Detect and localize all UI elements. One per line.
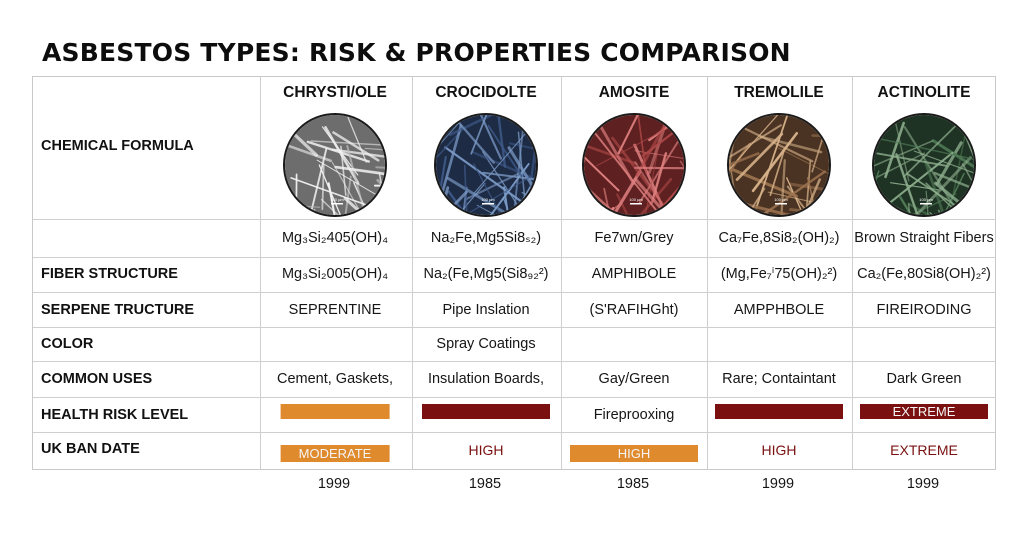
risk-level-bar xyxy=(422,404,550,419)
grid-line xyxy=(33,292,995,293)
micrograph-image: 100 µm xyxy=(285,115,385,215)
comparison-table: CHEMICAL FORMULA FIBER STRUCTURE SERPENE… xyxy=(32,76,996,470)
table-cell: Ca₇Fe,8Si8₂(OH)₂) xyxy=(718,230,840,246)
green-fiber-micrograph: 100 µm xyxy=(872,113,976,217)
risk-level-bar xyxy=(280,404,390,419)
table-cell: Fe7wn/Grey xyxy=(594,230,674,246)
grid-line xyxy=(561,77,562,469)
table-cell: Pipe Inslation xyxy=(442,302,530,318)
risk-level-bar: MODERATE xyxy=(280,445,390,462)
table-cell: Na₂Fe,Mg5Si8ₛ₂) xyxy=(430,230,542,246)
grid-line xyxy=(707,77,708,469)
table-cell: Dark Green xyxy=(886,371,962,387)
column-header: AMOSITE xyxy=(598,84,670,101)
table-cell: AMPPHBOLE xyxy=(733,302,825,318)
column-header: CROCIDOLTE xyxy=(435,84,537,101)
risk-level-text: HIGH xyxy=(468,442,504,458)
row-label-common-uses: COMMON USES xyxy=(41,371,153,387)
grid-line xyxy=(852,77,853,469)
ban-year: 1999 xyxy=(317,476,351,492)
micrograph-image: 100 µm xyxy=(436,115,536,215)
row-label-ban-date: UK BAN DATE xyxy=(41,441,140,457)
ban-year: 1999 xyxy=(906,476,940,492)
table-cell: Spray Coatings xyxy=(436,336,536,352)
table-cell: Fireprooxing xyxy=(593,407,675,423)
row-label-color: COLOR xyxy=(41,336,94,352)
column-header: TREMOLILE xyxy=(734,84,824,101)
grid-line xyxy=(33,257,995,258)
micrograph-image: 100 µm xyxy=(584,115,684,215)
table-cell: Mg₃Si₂005(OH)₄ xyxy=(281,266,389,282)
tan-fiber-micrograph: 100 µm xyxy=(727,113,831,217)
red-fiber-micrograph: 100 µm xyxy=(582,113,686,217)
grid-line xyxy=(33,361,995,362)
micrograph-image: 100 µm xyxy=(729,115,829,215)
blue-fiber-micrograph: 100 µm xyxy=(434,113,538,217)
risk-bar-label: MODERATE xyxy=(298,446,372,461)
risk-bar-label: EXTREME xyxy=(892,404,956,419)
micrograph-image: 100 µm xyxy=(874,115,974,215)
table-cell: (Mg,Fe₇ⁱ75(OH)₂²) xyxy=(720,266,838,282)
table-cell: Rare; Containtant xyxy=(722,371,836,387)
scale-bar-label: 100 µm xyxy=(481,197,495,202)
table-cell: Mg₃Si₂405(OH)₄ xyxy=(281,230,389,246)
row-label-health-risk: HEALTH RISK LEVEL xyxy=(41,407,189,423)
column-header: CHRYSTI/OLE xyxy=(283,84,387,101)
table-cell: Cement, Gaskets, xyxy=(276,371,394,387)
row-label-fiber-structure: FIBER STRUCTURE xyxy=(41,266,178,282)
row-label-serpene-structure: SERPENE TRUCTURE xyxy=(41,302,195,318)
table-cell: Brown Straight Fibers xyxy=(854,230,994,246)
ban-year: 1999 xyxy=(761,476,795,492)
scale-bar-label: 100 µm xyxy=(774,197,788,202)
grid-line xyxy=(33,432,995,433)
table-cell: Na₂(Fe,Mg5(Si8₉₂²) xyxy=(423,266,549,282)
table-cell: FIREIRODING xyxy=(876,302,972,318)
scale-bar-label: 100 µm xyxy=(330,197,344,202)
risk-level-text: HIGH xyxy=(761,442,797,458)
grid-line xyxy=(260,77,261,469)
table-cell: (S'RAFIHGht) xyxy=(589,302,679,318)
grid-line xyxy=(33,327,995,328)
scale-bar-label: 100 µm xyxy=(629,197,643,202)
table-cell: SEPRENTINE xyxy=(288,302,382,318)
table-cell: Gay/Green xyxy=(598,371,670,387)
grid-line xyxy=(33,397,995,398)
grid-line xyxy=(412,77,413,469)
scale-bar-label: 100 µm xyxy=(919,197,933,202)
column-header: ACTINOLITE xyxy=(877,84,971,101)
risk-bar-label: HIGH xyxy=(617,446,651,461)
page-title: ASBESTOS TYPES: RISK & PROPERTIES COMPAR… xyxy=(42,38,791,67)
risk-level-text: EXTREME xyxy=(890,442,958,458)
table-cell: AMPHIBOLE xyxy=(591,266,677,282)
white-fiber-micrograph: 100 µm xyxy=(283,113,387,217)
ban-year: 1985 xyxy=(616,476,650,492)
risk-level-bar: HIGH xyxy=(570,445,698,462)
grid-line xyxy=(33,219,995,220)
row-label-chemical-formula: CHEMICAL FORMULA xyxy=(41,138,194,154)
ban-year: 1985 xyxy=(468,476,502,492)
risk-level-bar xyxy=(715,404,843,419)
risk-level-bar: EXTREME xyxy=(860,404,988,419)
table-cell: Insulation Boards, xyxy=(427,371,545,387)
table-cell: Ca₂(Fe,80Si8(OH)₂²) xyxy=(857,266,991,282)
